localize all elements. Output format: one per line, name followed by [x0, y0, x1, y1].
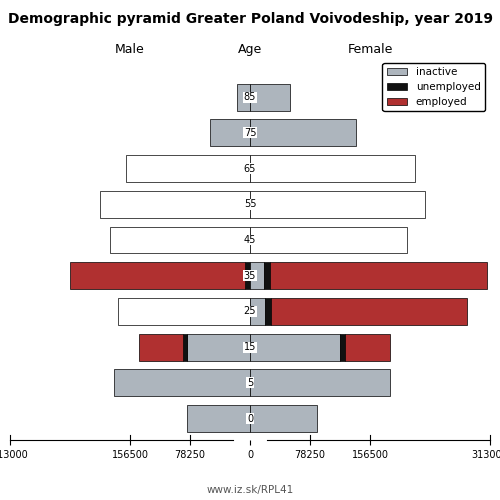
Bar [264, 262, 270, 289]
Text: 75: 75 [244, 128, 256, 138]
Text: 65: 65 [244, 164, 256, 173]
Bar [272, 298, 467, 325]
Bar [266, 298, 272, 325]
Bar [250, 298, 266, 325]
Bar [187, 405, 250, 432]
Bar [139, 334, 184, 360]
Bar [187, 334, 250, 360]
Bar [250, 226, 407, 254]
Bar [250, 334, 340, 360]
Bar [250, 191, 425, 218]
Bar [244, 262, 250, 289]
Bar [345, 334, 390, 360]
Bar [210, 120, 250, 146]
Bar [250, 370, 390, 396]
Bar [250, 120, 356, 146]
Bar [126, 155, 250, 182]
Bar [70, 262, 244, 289]
Text: 15: 15 [244, 342, 256, 352]
Bar [340, 334, 345, 360]
Bar [250, 155, 415, 182]
Text: Female: Female [348, 43, 393, 56]
Text: 5: 5 [247, 378, 253, 388]
Text: Demographic pyramid Greater Poland Voivodeship, year 2019: Demographic pyramid Greater Poland Voivo… [8, 12, 492, 26]
Bar [270, 262, 487, 289]
Text: Male: Male [115, 43, 145, 56]
Text: www.iz.sk/RPL41: www.iz.sk/RPL41 [206, 485, 294, 495]
Bar [237, 84, 250, 110]
Bar [110, 226, 250, 254]
Bar [100, 191, 250, 218]
Text: 45: 45 [244, 235, 256, 245]
Bar [250, 84, 290, 110]
Text: 35: 35 [244, 270, 256, 280]
Text: Age: Age [238, 43, 262, 56]
Legend: inactive, unemployed, employed: inactive, unemployed, employed [382, 62, 485, 112]
Text: 85: 85 [244, 92, 256, 102]
Text: 0: 0 [247, 414, 253, 424]
Bar [114, 370, 250, 396]
Bar [250, 262, 264, 289]
Text: 25: 25 [244, 306, 256, 316]
Bar [118, 298, 250, 325]
Bar [250, 405, 318, 432]
Bar [184, 334, 187, 360]
Text: 55: 55 [244, 200, 256, 209]
